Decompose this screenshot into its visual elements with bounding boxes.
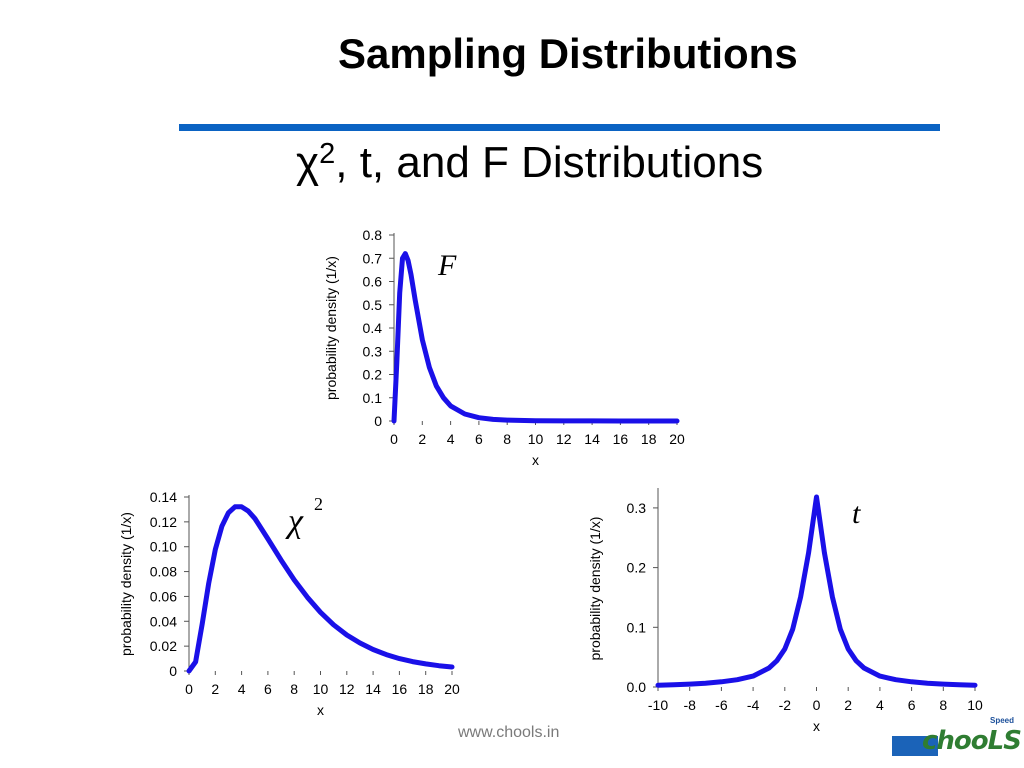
x-tick-label: 8	[503, 431, 511, 447]
x-tick-label: 10	[967, 697, 983, 713]
x-tick-label: -2	[779, 697, 792, 713]
chart-chi2: 0 0.02 0.04 0.06 0.08 0.10 0.12 0.14 0 2 4 6 8 10 12 14…	[118, 489, 460, 718]
x-tick-label: 4	[447, 431, 455, 447]
y-tick-label: 0.06	[150, 588, 177, 604]
x-tick-label: 12	[339, 681, 355, 697]
x-tick-label: 6	[908, 697, 916, 713]
footer-url: www.chools.in	[458, 724, 560, 741]
y-tick-label: 0.2	[363, 367, 383, 383]
x-tick-label: 6	[475, 431, 483, 447]
y-tick-label: 0	[374, 413, 382, 429]
x-tick-label: 0	[185, 681, 193, 697]
x-axis-label: x	[813, 718, 820, 734]
x-tick-label: 16	[392, 681, 408, 697]
x-tick-label: 10	[313, 681, 329, 697]
subtitle-text: , t, and F Distributions	[335, 138, 764, 187]
y-tick-label: 0.1	[363, 390, 383, 406]
x-tick-label: 4	[876, 697, 884, 713]
density-curve-t	[655, 494, 978, 688]
distribution-label-F: F	[437, 249, 457, 282]
x-tick-label: 0	[813, 697, 821, 713]
slide-title: Sampling Distributions	[338, 30, 798, 77]
y-tick-label: 0.6	[363, 274, 383, 290]
x-tick-label: -10	[648, 697, 668, 713]
x-tick-label: 18	[641, 431, 657, 447]
density-curve-chi2	[186, 504, 455, 674]
y-axis-label: probability density (1/x)	[118, 512, 134, 656]
y-tick-label: 0.14	[150, 489, 177, 505]
y-axis-label: probability density (1/x)	[323, 256, 339, 400]
logo-wordmark: chooLS	[922, 726, 1022, 756]
density-curve-F	[391, 251, 680, 424]
x-tick-label: 14	[584, 431, 600, 447]
x-axis-label: x	[532, 452, 539, 468]
x-tick-label: -4	[747, 697, 760, 713]
y-tick-label: 0.12	[150, 514, 177, 530]
y-tick-label: 0.0	[627, 679, 647, 695]
x-tick-label: 20	[444, 681, 460, 697]
distribution-label-superscript: 2	[314, 494, 323, 514]
x-tick-label: 8	[939, 697, 947, 713]
slide-subtitle: χ2, t, and F Distributions	[296, 138, 763, 188]
x-tick-label: 16	[613, 431, 629, 447]
brand-logo: Speed chooLS	[892, 716, 1022, 756]
x-tick-label: -6	[715, 697, 728, 713]
x-tick-label: 2	[844, 697, 852, 713]
y-tick-label: 0.1	[627, 619, 647, 635]
logo-small-text: Speed	[990, 716, 1015, 725]
y-tick-label: 0.3	[627, 500, 647, 516]
y-tick-label: 0	[169, 663, 177, 679]
chart-t: 0.0 0.1 0.2 0.3 -10 -8 -6 -4 -2 0 2 4 6 8 10 x probabili…	[587, 488, 983, 734]
x-tick-label: 6	[264, 681, 272, 697]
x-tick-label: 8	[290, 681, 298, 697]
y-tick-label: 0.7	[363, 250, 383, 266]
y-tick-label: 0.08	[150, 564, 177, 580]
y-axis-label: probability density (1/x)	[587, 517, 603, 661]
x-tick-label: 20	[669, 431, 685, 447]
y-tick-label: 0.3	[363, 343, 383, 359]
x-tick-label: -8	[683, 697, 696, 713]
y-tick-label: 0.5	[363, 297, 383, 313]
x-tick-label: 12	[556, 431, 572, 447]
x-axis-label: x	[317, 702, 324, 718]
y-tick-label: 0.02	[150, 638, 177, 654]
subtitle-chi-symbol: χ	[296, 138, 320, 187]
y-tick-label: 0.2	[627, 560, 647, 576]
y-tick-label: 0.10	[150, 539, 177, 555]
x-tick-label: 10	[528, 431, 544, 447]
x-tick-label: 0	[390, 431, 398, 447]
x-tick-label: 4	[238, 681, 246, 697]
x-tick-label: 2	[211, 681, 219, 697]
y-tick-label: 0.8	[363, 227, 383, 243]
x-tick-label: 18	[418, 681, 434, 697]
y-tick-label: 0.04	[150, 613, 177, 629]
title-divider	[179, 124, 940, 131]
distribution-label-t: t	[852, 497, 861, 530]
distribution-label-chi2: χ	[285, 503, 304, 540]
logo-bar	[892, 736, 938, 756]
x-tick-label: 14	[365, 681, 381, 697]
y-tick-label: 0.4	[363, 320, 383, 336]
chart-F: 0 0.1 0.2 0.3 0.4 0.5 0.6 0.7 0.8 0 2 4 6 8 10 12 14 16 18…	[323, 227, 685, 468]
subtitle-superscript: 2	[319, 138, 336, 170]
x-tick-label: 2	[418, 431, 426, 447]
